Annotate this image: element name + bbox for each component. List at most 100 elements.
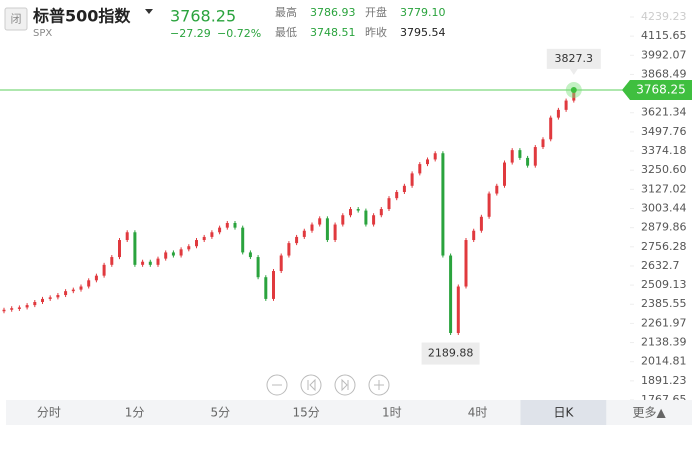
icon: [374, 380, 384, 390]
y-tick-label: 3868.49: [641, 67, 687, 80]
y-tick-label: 3621.34: [641, 106, 687, 119]
candle: [264, 277, 268, 299]
badge: 闭: [11, 13, 22, 26]
candle: [256, 257, 260, 278]
y-tick-label: 2879.86: [641, 221, 687, 234]
badge-box: [4, 7, 28, 31]
zoom-out[interactable]: [266, 374, 288, 396]
go-start[interactable]: [300, 374, 322, 396]
current-price-label: 3768.25: [636, 82, 686, 96]
tab[interactable]: 1时: [382, 406, 402, 420]
candle: [495, 185, 499, 194]
stat-value: 3795.54: [400, 26, 446, 39]
y-tick-label: 3250.60: [641, 163, 687, 176]
candle: [10, 308, 14, 310]
candle: [133, 232, 137, 265]
change: −27.29: [170, 27, 211, 40]
candle: [456, 286, 460, 334]
candle: [541, 139, 545, 148]
candle: [433, 153, 437, 160]
stat-label: 开盘: [365, 5, 387, 19]
candle: [25, 305, 29, 308]
tab[interactable]: 分时: [37, 406, 61, 420]
candle: [179, 249, 183, 256]
candle: [195, 240, 198, 247]
current-price-box: [622, 79, 692, 100]
y-tick-label: 2138.39: [641, 336, 687, 349]
candle: [202, 236, 206, 241]
candle: [510, 150, 514, 163]
candle: [449, 255, 453, 334]
candle: [395, 191, 399, 199]
candle: [233, 222, 237, 228]
candle: [2, 309, 6, 312]
tab[interactable]: 5分: [211, 406, 231, 420]
max-box: [546, 48, 601, 75]
candle: [48, 297, 52, 299]
candle: [225, 222, 229, 228]
tab[interactable]: 1分: [125, 406, 145, 420]
y-tick-label: 3127.02: [641, 182, 687, 195]
candle: [33, 302, 37, 306]
max-label: 3827.3: [555, 52, 594, 65]
candle: [79, 286, 83, 290]
go-end[interactable]: [334, 374, 356, 396]
tab[interactable]: 更多▲: [633, 406, 667, 420]
candle: [87, 280, 91, 287]
candle: [41, 298, 44, 303]
candle: [171, 252, 175, 256]
candle: [141, 261, 145, 265]
y-tick-label: 2014.81: [641, 355, 687, 368]
candle: [302, 230, 306, 237]
candle: [549, 117, 553, 140]
candle: [325, 218, 329, 241]
candle: [295, 236, 299, 244]
candle: [426, 159, 429, 165]
candle: [526, 157, 530, 166]
stat-value: 3786.93: [310, 6, 356, 19]
candle: [148, 261, 152, 265]
candle: [110, 257, 114, 265]
candle: [187, 246, 191, 250]
candle: [310, 224, 314, 231]
current-dot: [570, 86, 577, 93]
zoom-in[interactable]: [368, 374, 390, 396]
candle: [164, 252, 168, 259]
candle: [533, 147, 537, 166]
tab[interactable]: 15分: [292, 406, 319, 420]
y-tick-label: 3003.44: [641, 202, 687, 215]
candle: [248, 252, 252, 258]
candle: [387, 198, 391, 210]
candle: [17, 307, 21, 309]
candle: [556, 109, 560, 118]
candle: [241, 227, 245, 253]
dropdown-arrow[interactable]: [145, 9, 153, 14]
candle: [125, 232, 129, 241]
min-label: 2189.88: [428, 347, 474, 360]
icon: [341, 378, 349, 392]
candle: [64, 291, 68, 296]
y-tick-label: 1891.23: [641, 374, 687, 387]
candle: [279, 255, 283, 272]
y-tick-label: 3992.07: [641, 48, 687, 61]
y-tick-label: 4239.23: [641, 10, 687, 23]
change-pct: −0.72%: [217, 27, 261, 40]
stat-value: 3779.10: [400, 6, 446, 19]
candle: [56, 295, 60, 298]
candle: [441, 153, 445, 256]
stat-label: 昨收: [365, 25, 387, 39]
candle: [333, 224, 337, 241]
candle: [272, 271, 275, 299]
index-name[interactable]: 标普500指数: [32, 7, 131, 26]
candle: [379, 209, 383, 216]
candle: [118, 240, 121, 258]
candle: [102, 264, 106, 276]
tab[interactable]: 4时: [468, 406, 488, 420]
price: 3768.25: [170, 7, 236, 26]
y-tick-label: 2385.55: [641, 297, 687, 310]
tab[interactable]: 日K: [553, 406, 574, 420]
candle: [472, 230, 476, 241]
stat-value: 3748.51: [310, 26, 356, 39]
